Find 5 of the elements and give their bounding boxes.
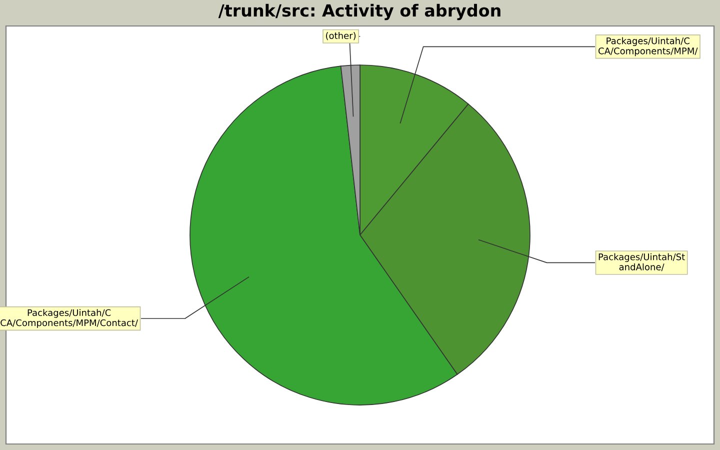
slice-label: Packages/Uintah/C CA/Components/MPM/Contact/	[0, 309, 138, 328]
slice-label: (other)	[326, 32, 356, 40]
slice-label: Packages/Uintah/C CA/Components/MPM/	[598, 37, 698, 56]
chart-title: /trunk/src: Activity of abrydon	[218, 4, 500, 20]
slice-label: Packages/Uintah/St andAlone/	[598, 253, 685, 272]
